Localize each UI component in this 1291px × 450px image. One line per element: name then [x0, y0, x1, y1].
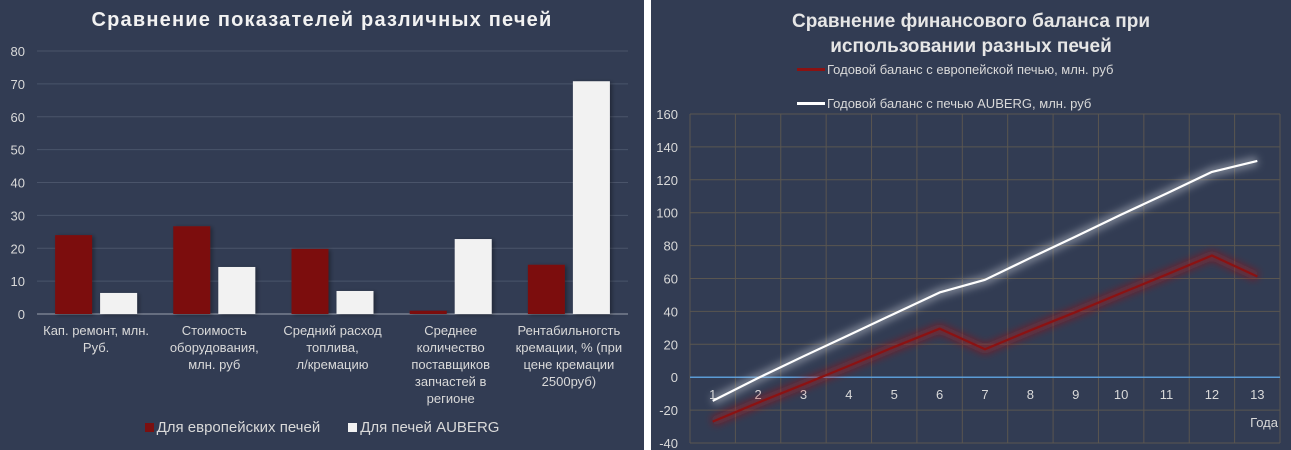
bar: [55, 235, 93, 314]
y-tick-label: 160: [656, 107, 678, 122]
y-tick-label: 40: [11, 176, 25, 191]
x-tick-label: 4: [845, 387, 852, 402]
legend-line-swatch-european: [797, 68, 825, 71]
y-tick-label: 60: [11, 110, 25, 125]
line-chart-title-line-1: Сравнение финансового баланса при: [791, 11, 1151, 32]
x-tick-label: 7: [981, 387, 988, 402]
y-tick-label: 80: [664, 239, 678, 254]
x-axis-title: Года: [1250, 415, 1279, 430]
bar: [291, 248, 329, 314]
y-tick-label: 120: [656, 173, 678, 188]
bar-chart-title: Сравнение показателей различных печей: [91, 9, 553, 31]
line-european-balance: [712, 254, 1258, 423]
legend-label-auberg-balance: Годовой баланс с печью AUBERG, млн. руб: [827, 96, 1092, 111]
legend-swatch-european: [144, 423, 154, 432]
bar: [527, 264, 565, 314]
bar: [336, 290, 374, 314]
line-chart-panel: Сравнение финансового баланса при исполь…: [651, 0, 1291, 450]
y-tick-label: 0: [671, 370, 678, 385]
y-tick-label: -20: [659, 403, 678, 418]
y-tick-label: -40: [659, 436, 678, 450]
legend-item-european: Для европейских печей: [144, 419, 321, 436]
x-category-label: Стоимость оборудования, млн. руб: [169, 323, 259, 372]
bar: [218, 266, 256, 314]
bar-chart-legend: Для европейских печей Для печей AUBERG: [0, 419, 644, 436]
y-tick-label: 40: [664, 304, 678, 319]
x-tick-label: 3: [800, 387, 807, 402]
line-chart-title-line-2: использовании разных печей: [830, 36, 1112, 57]
y-tick-label: 30: [11, 208, 25, 223]
x-tick-label: 10: [1114, 387, 1128, 402]
x-tick-label: 5: [891, 387, 898, 402]
bar: [454, 239, 492, 314]
bar-chart-plot: 0 10 20 30 40 50 60 70 80: [11, 44, 628, 322]
legend-swatch-auberg: [348, 423, 358, 432]
bar: [572, 81, 610, 315]
legend-line-swatch-auberg: [797, 102, 825, 105]
x-tick-label: 1: [709, 387, 716, 402]
y-tick-label: 20: [664, 337, 678, 352]
x-tick-label: 6: [936, 387, 943, 402]
y-tick-label: 80: [11, 44, 25, 59]
y-tick-label: 20: [11, 241, 25, 256]
y-tick-label: 50: [11, 143, 25, 158]
legend-item-auberg: Для печей AUBERG: [348, 419, 499, 436]
x-category-label: Рентабильногсть кремации, % (при цене крем…: [515, 323, 623, 389]
x-tick-label: 9: [1072, 387, 1079, 402]
y-tick-label: 60: [664, 272, 678, 287]
legend-label-european-balance: Годовой баланс с европейской печью, млн.…: [827, 62, 1114, 77]
y-tick-label: 0: [18, 307, 25, 322]
x-tick-label: 11: [1160, 387, 1174, 402]
y-tick-label: 100: [656, 206, 678, 221]
bar: [173, 226, 211, 314]
x-category-label: Кап. ремонт, млн. Руб.: [43, 323, 150, 355]
x-tick-label: 13: [1250, 387, 1264, 402]
legend-label-european: Для европейских печей: [156, 419, 321, 436]
y-tick-label: 140: [656, 140, 678, 155]
y-tick-label: 70: [11, 77, 25, 92]
bar-chart-panel: Сравнение показателей различных печей 0 1…: [0, 0, 644, 450]
legend-label-auberg: Для печей AUBERG: [360, 419, 500, 436]
legend-item-european-balance: Годовой баланс с европейской печью, млн.…: [797, 62, 1113, 77]
y-tick-label: 10: [11, 274, 25, 289]
x-tick-label: 8: [1027, 387, 1034, 402]
x-tick-label: 12: [1205, 387, 1219, 402]
bar: [100, 292, 138, 314]
line-chart-title: Сравнение финансового баланса при исполь…: [651, 9, 1291, 59]
x-category-label: Средний расход топлива, л/кремацию: [283, 323, 382, 372]
line-auberg-balance: [712, 159, 1258, 402]
bar: [409, 310, 447, 314]
x-tick-label: 2: [754, 387, 761, 402]
legend-item-auberg-balance: Годовой баланс с печью AUBERG, млн. руб: [797, 96, 1091, 111]
